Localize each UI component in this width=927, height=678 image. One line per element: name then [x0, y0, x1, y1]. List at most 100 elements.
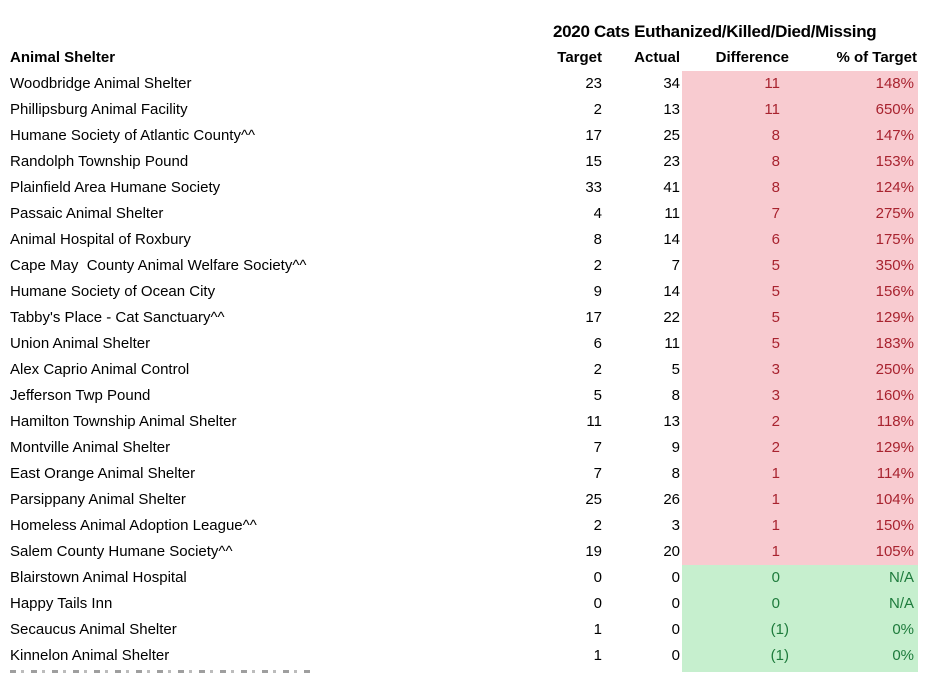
- pct-of-target-cell: 147%: [791, 123, 918, 149]
- difference-cell: 1: [680, 513, 791, 539]
- pct-of-target-cell: 156%: [791, 279, 918, 305]
- target-cell: 5: [593, 387, 602, 404]
- actual-cell: 41: [663, 179, 680, 196]
- header-row: Animal Shelter Target Actual Difference …: [0, 45, 918, 71]
- difference-cell: 2: [680, 435, 791, 461]
- target-cell: 0: [593, 595, 602, 612]
- difference-cell: 11: [680, 71, 791, 97]
- shelter-name-cell: Plainfield Area Humane Society: [10, 179, 221, 196]
- difference-cell: 5: [680, 331, 791, 357]
- shelter-name-cell: Woodbridge Animal Shelter: [10, 75, 192, 92]
- pct-of-target-cell: 160%: [791, 383, 918, 409]
- pct-of-target-cell: 350%: [791, 253, 918, 279]
- difference-cell: 2: [680, 409, 791, 435]
- shelter-name-cell: Cape May County Animal Welfare Society^^: [10, 257, 307, 274]
- actual-cell: 0: [671, 595, 680, 612]
- target-cell: 2: [593, 257, 602, 274]
- table-row: Blairstown Animal Hospital 0 0 0 N/A: [0, 565, 918, 591]
- target-cell: 2: [593, 101, 602, 118]
- actual-cell: 14: [663, 231, 680, 248]
- actual-cell: 23: [663, 153, 680, 170]
- target-cell: 17: [585, 309, 602, 326]
- target-cell: 1: [593, 647, 602, 664]
- table-row: Hamilton Township Animal Shelter 11 13 2 118…: [0, 409, 918, 435]
- clipped-cell-remnant: [682, 669, 918, 672]
- actual-cell: 20: [663, 543, 680, 560]
- difference-cell: 11: [680, 97, 791, 123]
- data-table: Animal Shelter Target Actual Difference …: [0, 45, 918, 669]
- target-cell: 0: [593, 569, 602, 586]
- table-row: Happy Tails Inn 0 0 0 N/A: [0, 591, 918, 617]
- table-row: Union Animal Shelter 6 11 5 183%: [0, 331, 918, 357]
- shelter-name-cell: Tabby's Place - Cat Sanctuary^^: [10, 309, 225, 326]
- difference-cell: (1): [680, 617, 791, 643]
- difference-cell: 1: [680, 539, 791, 565]
- pct-of-target-cell: 250%: [791, 357, 918, 383]
- difference-cell: 8: [680, 175, 791, 201]
- pct-of-target-cell: N/A: [791, 591, 918, 617]
- table-row: Humane Society of Atlantic County^^ 17 25 8…: [0, 123, 918, 149]
- target-cell: 17: [585, 127, 602, 144]
- table-row: Woodbridge Animal Shelter 23 34 11 148%: [0, 71, 918, 97]
- target-cell: 15: [585, 153, 602, 170]
- pct-of-target-cell: 129%: [791, 435, 918, 461]
- pct-of-target-cell: 114%: [791, 461, 918, 487]
- shelter-name-cell: Montville Animal Shelter: [10, 439, 171, 456]
- table-row: Tabby's Place - Cat Sanctuary^^ 17 22 5 129%: [0, 305, 918, 331]
- actual-cell: 11: [664, 335, 680, 352]
- difference-cell: 3: [680, 383, 791, 409]
- pct-of-target-cell: 650%: [791, 97, 918, 123]
- target-cell: 8: [593, 231, 602, 248]
- shelter-name-cell: Hamilton Township Animal Shelter: [10, 413, 237, 430]
- table-row: East Orange Animal Shelter 7 8 1 114%: [0, 461, 918, 487]
- difference-cell: 5: [680, 279, 791, 305]
- actual-cell: 26: [663, 491, 680, 508]
- target-cell: 33: [585, 179, 602, 196]
- shelter-name-cell: Passaic Animal Shelter: [10, 205, 164, 222]
- pct-of-target-cell: 275%: [791, 201, 918, 227]
- column-header-actual: Actual: [634, 49, 680, 66]
- table-row: Secaucus Animal Shelter 1 0 (1) 0%: [0, 617, 918, 643]
- difference-cell: 6: [680, 227, 791, 253]
- difference-cell: 8: [680, 149, 791, 175]
- actual-cell: 13: [663, 413, 680, 430]
- table-row: Passaic Animal Shelter 4 11 7 275%: [0, 201, 918, 227]
- table-row: Salem County Humane Society^^ 19 20 1 105%: [0, 539, 918, 565]
- actual-cell: 3: [671, 517, 680, 534]
- shelter-name-cell: Alex Caprio Animal Control: [10, 361, 190, 378]
- difference-cell: 7: [680, 201, 791, 227]
- table-row: Kinnelon Animal Shelter 1 0 (1) 0%: [0, 643, 918, 669]
- table-row: Montville Animal Shelter 7 9 2 129%: [0, 435, 918, 461]
- column-header-animal-shelter: Animal Shelter: [10, 49, 116, 66]
- target-cell: 19: [585, 543, 602, 560]
- difference-cell: 1: [680, 461, 791, 487]
- shelter-name-cell: Salem County Humane Society^^: [10, 543, 233, 560]
- target-cell: 23: [585, 75, 602, 92]
- actual-cell: 9: [671, 439, 680, 456]
- shelter-name-cell: Blairstown Animal Hospital: [10, 569, 187, 586]
- actual-cell: 8: [671, 465, 680, 482]
- column-header-difference: Difference: [680, 45, 791, 71]
- pct-of-target-cell: 124%: [791, 175, 918, 201]
- shelter-name-cell: Jefferson Twp Pound: [10, 387, 151, 404]
- actual-cell: 0: [671, 569, 680, 586]
- shelter-name-cell: Parsippany Animal Shelter: [10, 491, 186, 508]
- table-row: Phillipsburg Animal Facility 2 13 11 650%: [0, 97, 918, 123]
- difference-cell: 0: [680, 591, 791, 617]
- table-row: Alex Caprio Animal Control 2 5 3 250%: [0, 357, 918, 383]
- table-row: Cape May County Animal Welfare Society^^…: [0, 253, 918, 279]
- target-cell: 4: [593, 205, 602, 222]
- target-cell: 7: [593, 465, 602, 482]
- column-header-target: Target: [557, 49, 602, 66]
- actual-cell: 0: [671, 647, 680, 664]
- pct-of-target-cell: 153%: [791, 149, 918, 175]
- target-cell: 2: [593, 517, 602, 534]
- table-row: Humane Society of Ocean City 9 14 5 156%: [0, 279, 918, 305]
- table-title: 2020 Cats Euthanized/Killed/Died/Missing: [553, 22, 877, 41]
- target-cell: 6: [593, 335, 602, 352]
- shelter-name-cell: Homeless Animal Adoption League^^: [10, 517, 257, 534]
- pct-of-target-cell: N/A: [791, 565, 918, 591]
- shelter-name-cell: Kinnelon Animal Shelter: [10, 647, 170, 664]
- pct-of-target-cell: 148%: [791, 71, 918, 97]
- target-cell: 25: [585, 491, 602, 508]
